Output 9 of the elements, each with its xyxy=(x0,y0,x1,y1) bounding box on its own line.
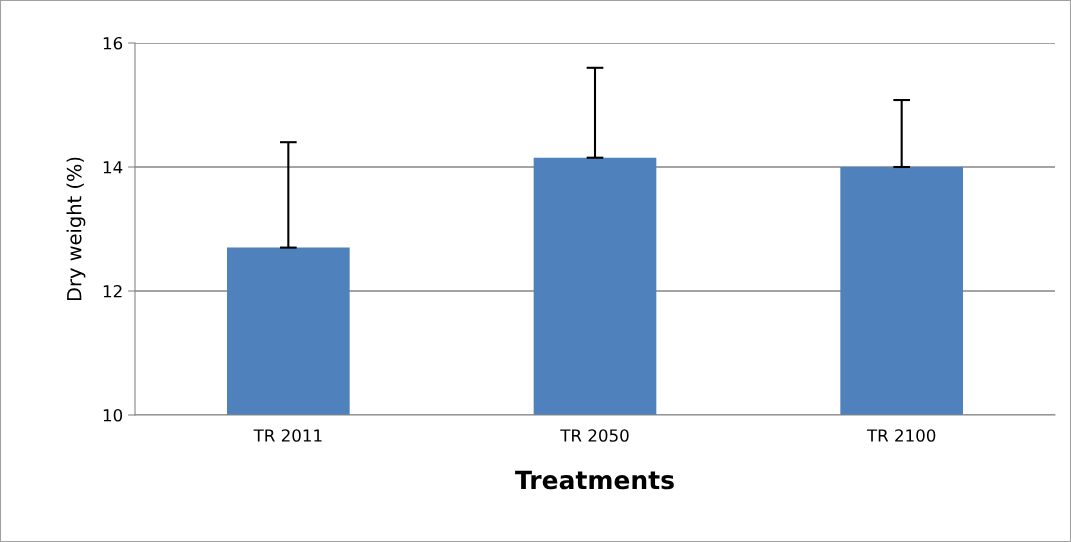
y-tick-label: 12 xyxy=(103,284,122,298)
x-axis-title: Treatments xyxy=(515,470,674,490)
y-axis-title: Dry weight (%) xyxy=(66,157,86,301)
x-tick-label: TR 2100 xyxy=(866,429,936,442)
y-tick-label: 14 xyxy=(103,161,123,174)
x-tick-label: TR 2050 xyxy=(560,429,629,442)
y-tick-label: 16 xyxy=(103,36,123,50)
x-tick-label: TR 2011 xyxy=(253,429,322,442)
y-tick-label: 10 xyxy=(103,408,123,422)
